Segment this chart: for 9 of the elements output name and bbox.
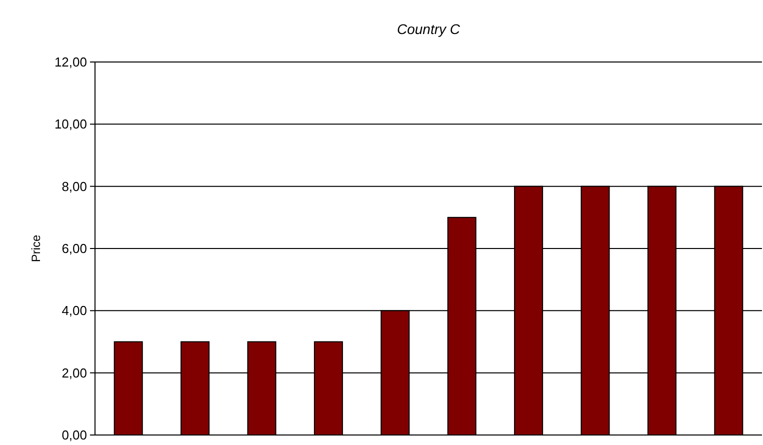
chart-title: Country C [396, 21, 461, 37]
y-tick-label: 2,00 [62, 365, 87, 380]
y-tick-label: 4,00 [62, 303, 87, 318]
y-tick-label: 10,00 [54, 116, 87, 132]
y-tick-label: 12,00 [54, 54, 87, 70]
y-tick-label: 0,00 [62, 428, 87, 443]
y-axis-title: Price [29, 234, 43, 262]
y-tick-label: 8,00 [62, 178, 87, 194]
y-tick-label: 6,00 [62, 241, 87, 256]
